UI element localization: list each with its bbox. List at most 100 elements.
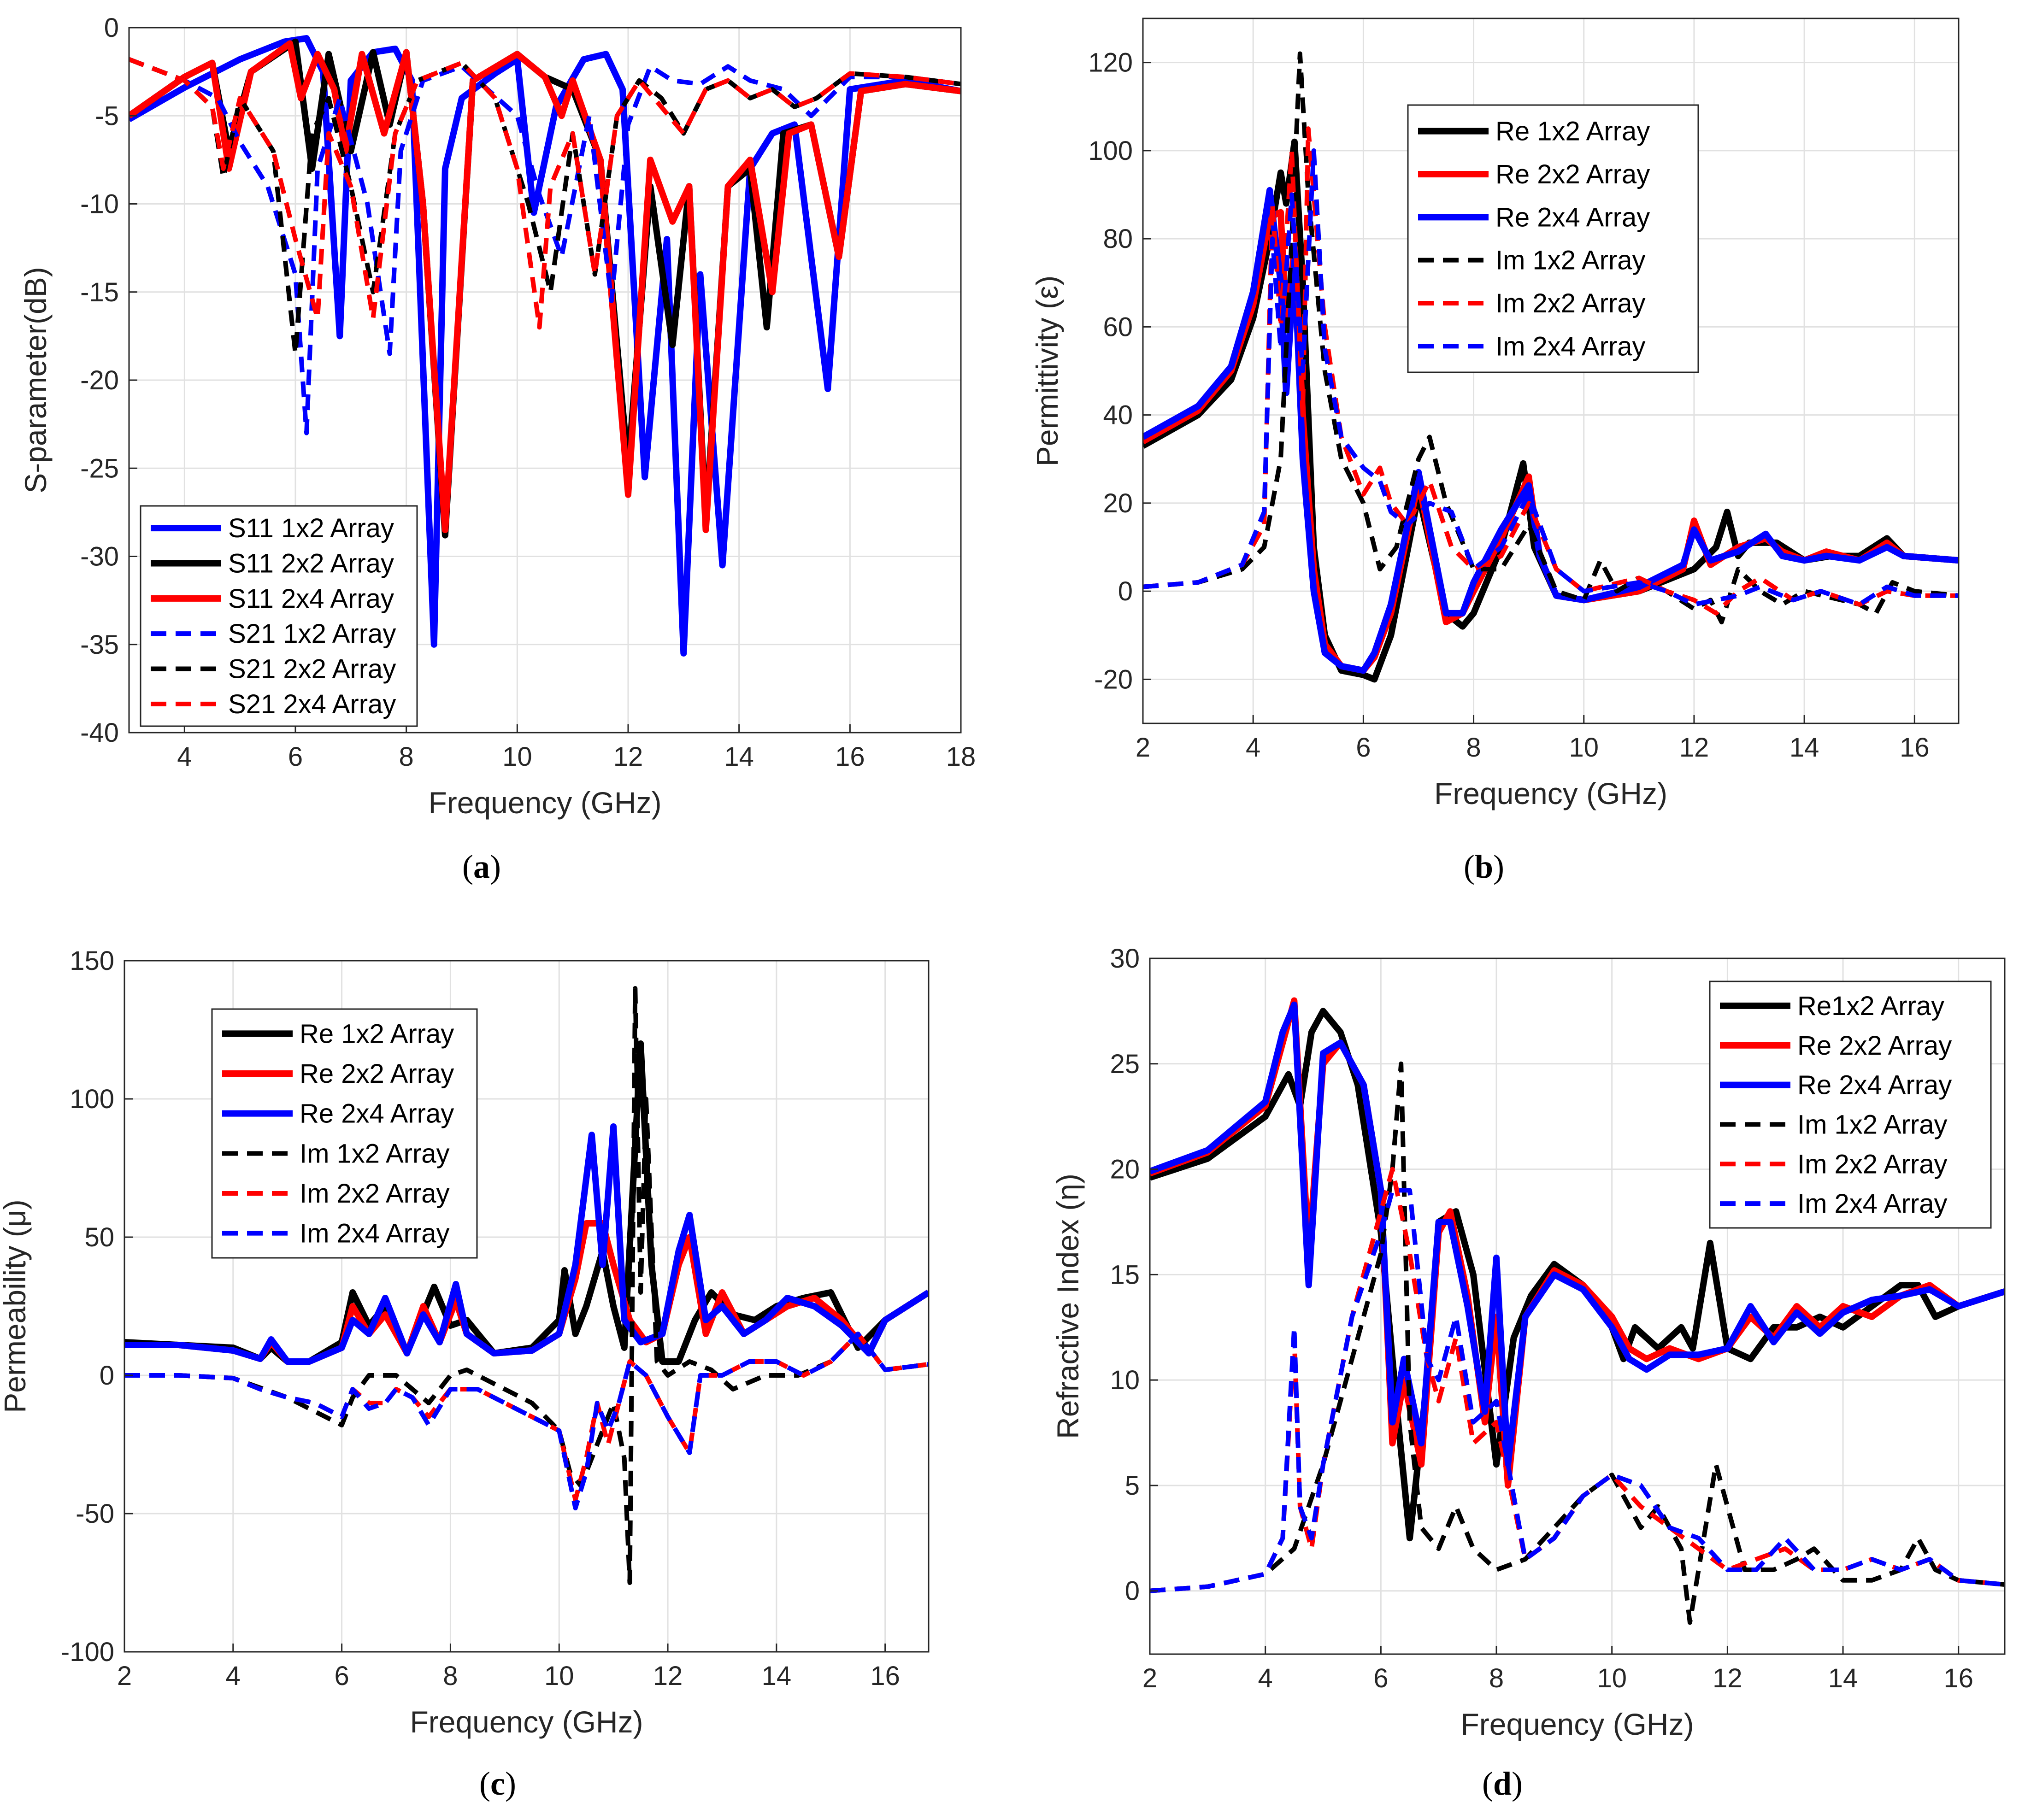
x-tick-label: 6: [1356, 733, 1371, 763]
series-line-im-1x2-array: [1143, 51, 1959, 625]
series-line-im-2x4-array: [1150, 1188, 2005, 1593]
x-tick-label: 16: [1900, 733, 1930, 763]
y-tick-label: 30: [1110, 944, 1140, 974]
series-group: [1143, 51, 1959, 683]
y-tick-label: 150: [70, 946, 114, 976]
legend-label: Re 1x2 Array: [300, 1019, 454, 1049]
series-line-im-2x4-array: [1143, 148, 1959, 607]
x-tick-label: 6: [334, 1661, 349, 1691]
x-tick-label: 14: [762, 1661, 792, 1691]
series-line-s11-2x4-array: [129, 40, 961, 534]
y-tick-label: -15: [80, 277, 119, 307]
legend-label: S11 1x2 Array: [228, 513, 394, 543]
legend-label: S11 2x2 Array: [228, 549, 394, 579]
y-tick-label: 40: [1103, 400, 1133, 430]
legend-label: Re 2x4 Array: [1495, 202, 1650, 232]
legend-label: S21 2x2 Array: [228, 654, 396, 684]
y-tick-label: 20: [1103, 488, 1133, 518]
x-tick-label: 12: [613, 742, 643, 772]
x-tick-label: 4: [177, 742, 192, 772]
axes-frame: [1142, 18, 1960, 724]
series-line-re-2x4-array: [1150, 1001, 2005, 1468]
legend-label: Re 2x2 Array: [1495, 159, 1650, 189]
y-tick-label: 0: [100, 1361, 114, 1391]
x-axis-label: Frequency (GHz): [1434, 776, 1667, 810]
y-tick-label: -20: [1094, 664, 1133, 694]
legend-box: [1407, 104, 1699, 373]
y-axis-label: S-parameter(dB): [18, 267, 53, 493]
x-tick-label: 10: [544, 1661, 574, 1691]
y-tick-label: 100: [1088, 136, 1133, 166]
y-tick-label: -5: [95, 101, 119, 131]
caption-letter: d: [1493, 1765, 1512, 1802]
legend-label: Re 1x2 Array: [1495, 117, 1650, 147]
x-tick-label: 16: [1943, 1663, 1973, 1693]
legend-label: Im 2x2 Array: [1797, 1149, 1948, 1179]
y-tick-label: 25: [1110, 1049, 1140, 1079]
y-tick-label: 0: [1118, 576, 1133, 606]
legend-label: Re 2x4 Array: [1797, 1070, 1952, 1100]
y-tick-label: 80: [1103, 224, 1133, 254]
legend-label: Im 2x4 Array: [1797, 1189, 1948, 1219]
series-line-im-1x2-array: [124, 986, 929, 1585]
y-tick-label: -100: [61, 1637, 114, 1667]
caption-open: (: [1482, 1765, 1493, 1802]
panel-caption: (d): [1482, 1765, 1523, 1802]
legend-label: Re 2x2 Array: [1797, 1031, 1952, 1061]
series-line-im-2x2-array: [1143, 126, 1959, 616]
caption-close: ): [505, 1765, 516, 1802]
y-tick-label: 120: [1088, 48, 1133, 78]
caption-open: (: [1464, 848, 1475, 885]
x-tick-label: 6: [1373, 1663, 1388, 1693]
series-line-re-2x4-array: [124, 1123, 929, 1365]
series-group: [124, 986, 929, 1585]
x-tick-label: 8: [1466, 733, 1481, 763]
x-tick-label: 16: [870, 1661, 900, 1691]
legend-label: Im 1x2 Array: [300, 1139, 450, 1168]
y-tick-label: -35: [80, 630, 119, 660]
y-tick-label: 100: [70, 1084, 114, 1114]
series-line-im-1x2-array: [1150, 1061, 2005, 1625]
legend-label: Im 2x2 Array: [1495, 288, 1646, 318]
series-group: [129, 35, 961, 657]
x-tick-label: 2: [1142, 1663, 1157, 1693]
x-tick-label: 14: [1828, 1663, 1858, 1693]
legend-label: Re 2x2 Array: [300, 1059, 454, 1089]
caption-letter: c: [490, 1765, 505, 1802]
panel-caption: (b): [1464, 848, 1504, 885]
y-axis-label: Permittivity (ε): [1030, 276, 1064, 466]
legend-box: [1709, 980, 1992, 1229]
panel-c: 2 4 6 8 10 12 14 16 -100 -50 0 50 100 150 Frequency (G…: [0, 946, 930, 1802]
caption-close: ): [1493, 848, 1504, 885]
caption-close: ): [1512, 1765, 1523, 1802]
x-tick-label: 10: [502, 742, 532, 772]
legend-label: Im 2x4 Array: [1495, 331, 1646, 361]
x-tick-label: 4: [1246, 733, 1260, 763]
series-line-im-2x4-array: [124, 1332, 929, 1510]
y-tick-label: -50: [76, 1499, 114, 1529]
x-tick-label: 4: [226, 1661, 241, 1691]
y-tick-label: 0: [1125, 1576, 1140, 1606]
y-tick-label: 10: [1110, 1365, 1140, 1395]
y-axis-label: Permeability (μ): [0, 1199, 32, 1413]
x-tick-label: 18: [946, 742, 976, 772]
y-tick-label: -40: [80, 718, 119, 748]
x-tick-label: 2: [1136, 733, 1150, 763]
y-tick-label: 60: [1103, 312, 1133, 342]
panel-a: 4 6 8 10 12 14 16 18 -40 -35 -30 -25 -20 -15 -10 -5 0 Fre…: [18, 13, 976, 885]
x-tick-label: 2: [117, 1661, 132, 1691]
x-tick-label: 12: [1679, 733, 1709, 763]
x-tick-label: 10: [1569, 733, 1599, 763]
panel-caption: (a): [462, 848, 501, 885]
legend-label: Re1x2 Array: [1797, 991, 1944, 1021]
series-line-re-1x2-array: [1143, 138, 1959, 683]
axes-frame: [124, 960, 930, 1653]
y-tick-label: 5: [1125, 1471, 1140, 1501]
y-tick-label: -25: [80, 453, 119, 483]
x-axis-label: Frequency (GHz): [1460, 1707, 1694, 1741]
x-tick-label: 12: [653, 1661, 683, 1691]
caption-open: (: [462, 848, 473, 885]
legend-label: S21 2x4 Array: [228, 689, 396, 719]
y-tick-label: -10: [80, 189, 119, 219]
x-tick-label: 12: [1713, 1663, 1742, 1693]
